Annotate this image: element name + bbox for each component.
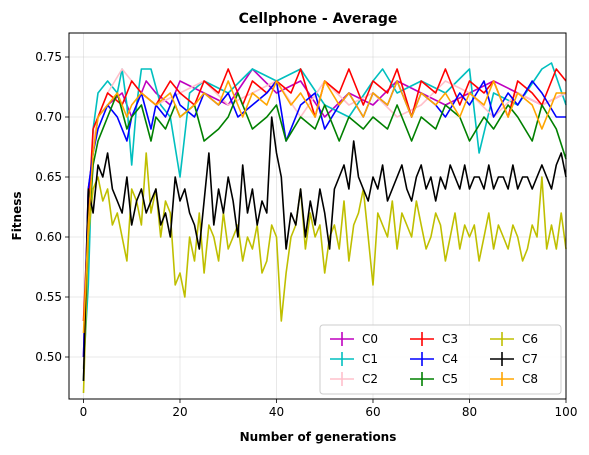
legend-entry-c1: C1	[330, 352, 378, 366]
legend-label: C1	[362, 352, 378, 366]
legend-label: C7	[522, 352, 538, 366]
x-tick-label: 60	[365, 405, 380, 419]
series-line-c8	[82, 80, 566, 334]
y-tick-label: 0.60	[35, 230, 62, 244]
legend-label: C0	[362, 332, 378, 346]
legend-entry-c4: C4	[410, 352, 458, 366]
legend-entry-c5: C5	[410, 372, 458, 386]
legend-label: C2	[362, 372, 378, 386]
plot-area-frame	[68, 32, 567, 400]
legend-label: C6	[522, 332, 538, 346]
y-axis-title: Fitness	[10, 191, 24, 240]
y-tick-label: 0.50	[35, 350, 62, 364]
legend-entry-c7: C7	[490, 352, 538, 366]
legend-entry-c6: C6	[490, 332, 538, 346]
x-axis-title: Number of generations	[240, 430, 397, 444]
series-lines	[82, 62, 567, 394]
legend-label: C4	[442, 352, 458, 366]
x-tick-label: 0	[80, 405, 88, 419]
series-line-c4	[82, 80, 566, 358]
legend-entry-c2: C2	[330, 372, 378, 386]
legend-label: C5	[442, 372, 458, 386]
y-tick-label: 0.75	[35, 50, 62, 64]
legend-label: C3	[442, 332, 458, 346]
x-tick-label: 40	[269, 405, 284, 419]
series-line-c5	[82, 92, 567, 382]
legend: C0 C1 C2 C3 C4 C5 C6 C7 C8	[319, 324, 562, 395]
axis-ticks: 0 20 40 60 80 100 0.50 0.55 0.60 0.65 0.70 0.75	[35, 50, 577, 419]
series-line-c7	[82, 116, 567, 382]
x-tick-label: 20	[172, 405, 187, 419]
legend-box	[319, 324, 562, 395]
x-tick-label: 80	[462, 405, 477, 419]
chart-title: Cellphone - Average	[239, 11, 398, 27]
legend-entry-c8: C8	[490, 372, 538, 386]
y-tick-label: 0.65	[35, 170, 62, 184]
legend-entry-c0: C0	[330, 332, 378, 346]
x-tick-label: 100	[555, 405, 578, 419]
y-tick-label: 0.70	[35, 110, 62, 124]
y-tick-label: 0.55	[35, 290, 62, 304]
series-line-c6	[82, 152, 567, 394]
legend-entry-c3: C3	[410, 332, 458, 346]
legend-label: C8	[522, 372, 538, 386]
